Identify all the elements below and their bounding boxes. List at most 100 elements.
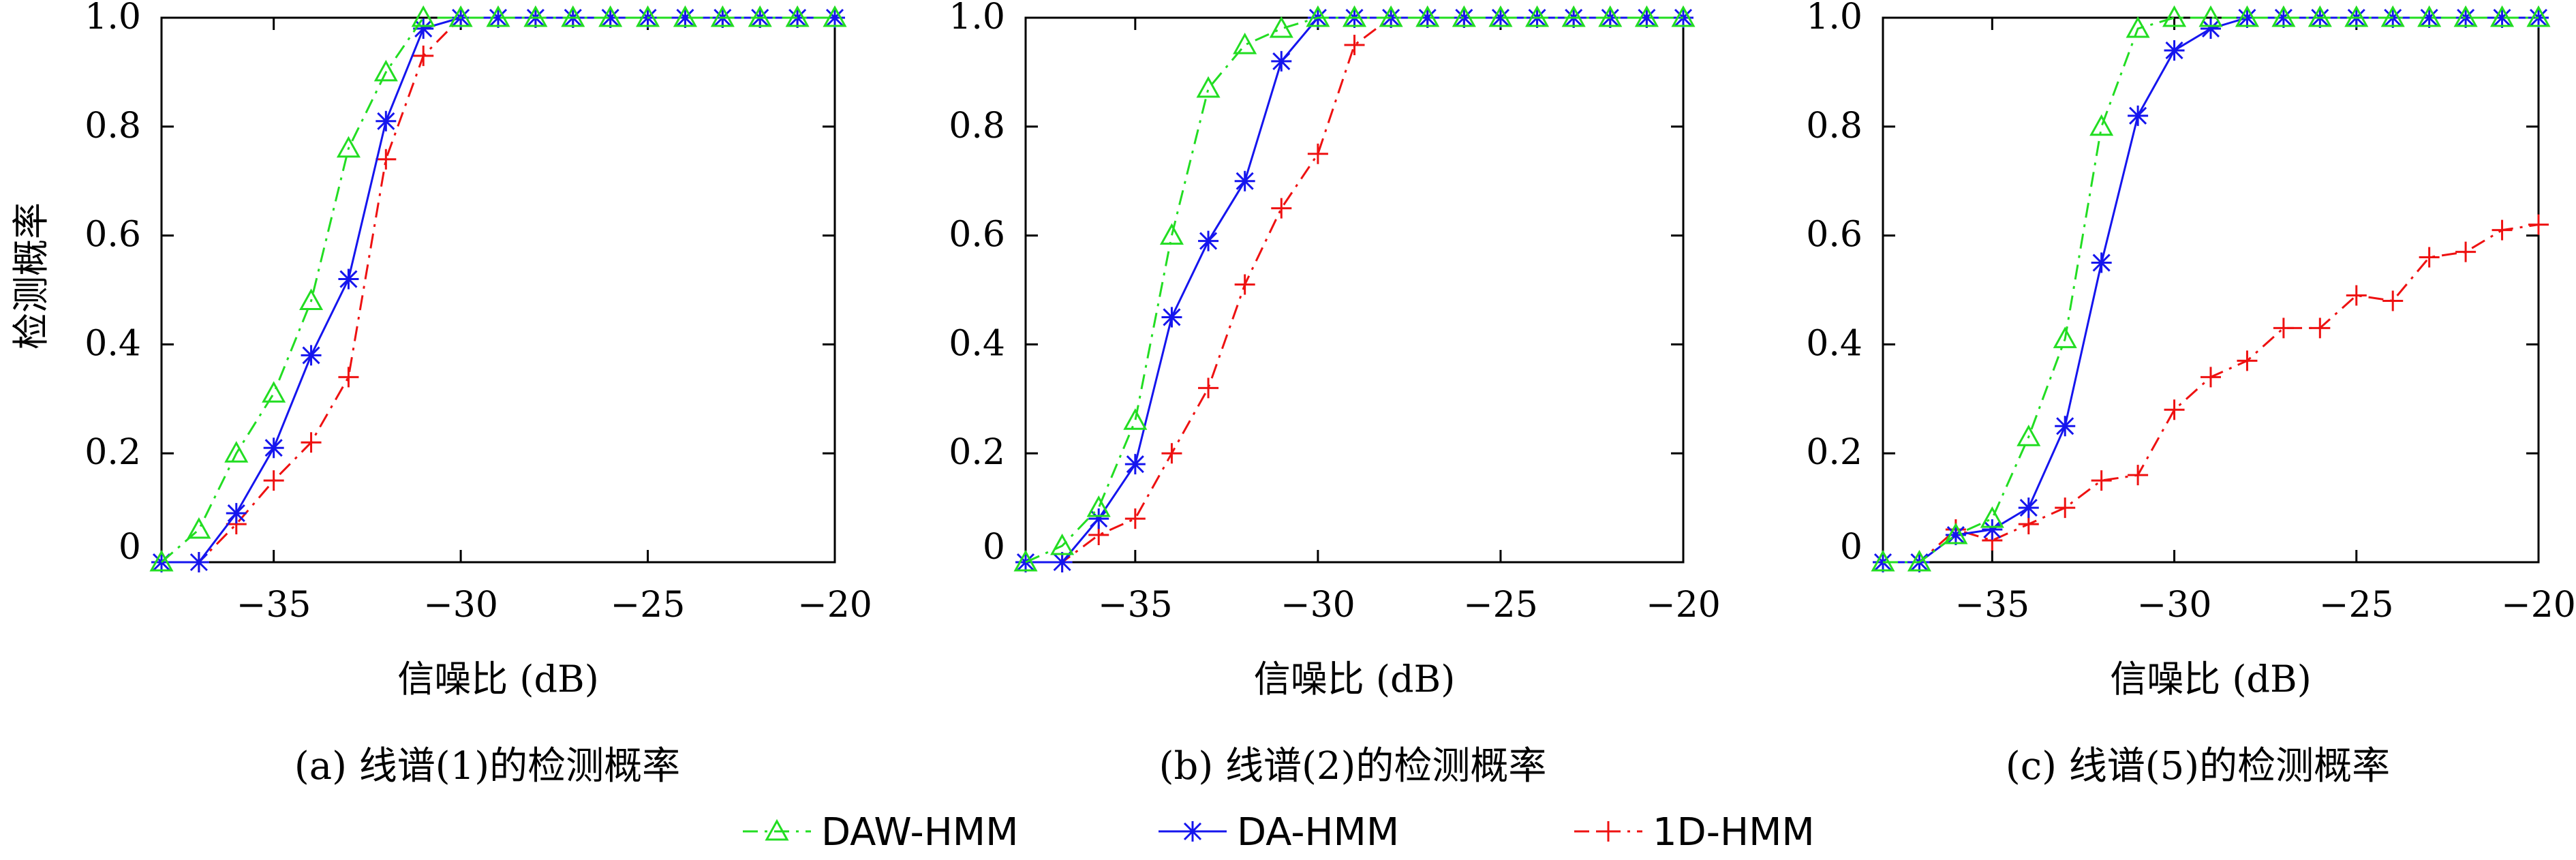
data-point-daw-hmm (636, 5, 660, 27)
data-point-daw-hmm (2017, 425, 2041, 446)
plot-frame (1882, 16, 2540, 564)
data-point-daw-hmm (710, 5, 735, 27)
y-tick-label: 0.8 (1806, 106, 1862, 147)
data-point-daw-hmm (2235, 5, 2259, 27)
plot-frame (160, 16, 836, 564)
data-point-daw-hmm (1196, 76, 1221, 98)
data-point-da-hmm (188, 552, 209, 572)
data-point-da-hmm (2419, 7, 2440, 28)
data-point-daw-hmm (1561, 5, 1586, 27)
data-point-daw-hmm (2490, 5, 2515, 27)
x-tick-label: −20 (1646, 585, 1721, 626)
chart-panel-b: 0 0.2 0.4 0.6 0.8 1.0 −35 −30 −25 −20 信噪比 (dB) (949, 0, 1721, 701)
y-tick-label: 1.0 (1806, 0, 1862, 37)
series-line-daw-hmm (161, 16, 835, 564)
data-point-da-hmm (2455, 7, 2477, 28)
data-point-da-hmm (2164, 40, 2185, 61)
data-point-daw-hmm (2089, 114, 2114, 136)
data-point-daw-hmm (299, 288, 324, 310)
data-point-da-hmm (1124, 454, 1146, 475)
legend-label-1d-hmm: 1D-HMM (1653, 810, 1815, 855)
series-line-daw-hmm (1025, 16, 1683, 564)
x-tick-label: −30 (423, 585, 498, 626)
data-point-daw-hmm (673, 5, 697, 27)
x-tick-label: −30 (1281, 585, 1355, 626)
y-tick-label: 1.0 (85, 0, 141, 37)
data-point-da-hmm (1052, 552, 1073, 572)
data-point-1d-hmm (263, 470, 284, 491)
data-point-daw-hmm (2307, 5, 2332, 27)
x-tick-label: −25 (2319, 585, 2394, 626)
data-point-da-hmm (226, 503, 247, 524)
series-line-1d-hmm (162, 16, 835, 564)
y-tick-label: 0.2 (1806, 432, 1862, 473)
data-point-daw-hmm (2453, 5, 2478, 27)
data-point-daw-hmm (1944, 522, 1968, 544)
y-tick-label: 0 (119, 527, 141, 568)
data-point-daw-hmm (1233, 32, 1257, 55)
data-point-1d-hmm (338, 367, 359, 388)
y-tick-label: 0.2 (85, 432, 141, 473)
data-point-1d-hmm (301, 432, 322, 453)
data-point-1d-hmm (1124, 508, 1146, 529)
data-point-da-hmm (787, 7, 808, 28)
x-tick-label: −25 (1463, 585, 1538, 626)
x-tick-label: −35 (1954, 585, 2029, 626)
y-tick-label: 0.8 (85, 106, 141, 147)
data-point-1d-hmm (2528, 214, 2549, 235)
data-point-daw-hmm (1269, 16, 1293, 38)
data-point-daw-hmm (1123, 408, 1148, 430)
data-point-da-hmm (1417, 7, 1438, 28)
data-point-1d-hmm (2128, 465, 2149, 486)
y-tick-label: 0.8 (949, 106, 1005, 147)
y-tick-label: 0.2 (949, 432, 1005, 473)
data-point-1d-hmm (2491, 219, 2513, 241)
y-tick-label: 0.6 (949, 215, 1005, 256)
data-point-1d-hmm (2055, 497, 2076, 519)
data-point-daw-hmm (187, 517, 211, 539)
data-point-daw-hmm (1086, 495, 1111, 517)
data-point-da-hmm (338, 268, 359, 290)
y-axis-title: 检测概率 (10, 202, 52, 350)
data-point-daw-hmm (2526, 5, 2551, 27)
x-axis-title: 信噪比 (dB) (1254, 658, 1456, 701)
legend-label-da-hmm: DA-HMM (1237, 810, 1399, 855)
caption-a: (a) 线谱(1)的检测概率 (294, 744, 680, 788)
data-point-daw-hmm (1871, 549, 1895, 572)
data-point-daw-hmm (823, 5, 847, 27)
x-tick-label: −25 (611, 585, 686, 626)
x-tick-label: −30 (2137, 585, 2212, 626)
data-point-1d-hmm (413, 45, 434, 66)
legend-marker-daw-hmm (765, 818, 789, 841)
data-point-daw-hmm (224, 441, 249, 463)
data-point-da-hmm (2491, 7, 2513, 28)
legend-label-daw-hmm: DAW-HMM (821, 810, 1018, 855)
data-point-1d-hmm (1234, 274, 1255, 295)
data-point-da-hmm (1161, 307, 1182, 328)
data-point-1d-hmm (2419, 247, 2440, 268)
y-tick-label: 0.4 (1806, 323, 1862, 364)
data-point-1d-hmm (2310, 318, 2331, 339)
data-point-da-hmm (825, 7, 845, 28)
data-point-daw-hmm (1159, 223, 1184, 245)
data-point-da-hmm (2273, 7, 2294, 28)
y-tick-label: 0.6 (85, 215, 141, 256)
caption-b: (b) 线谱(2)的检测概率 (1159, 744, 1547, 788)
data-point-1d-hmm (1344, 34, 1365, 55)
data-point-da-hmm (375, 110, 397, 132)
data-point-da-hmm (1271, 50, 1292, 72)
data-point-da-hmm (1982, 519, 2003, 540)
legend-marker-1d-hmm (1598, 821, 1619, 842)
data-point-1d-hmm (375, 149, 397, 170)
data-point-da-hmm (1673, 7, 1693, 28)
data-point-da-hmm (2128, 105, 2149, 126)
series-line-da-hmm (1026, 16, 1683, 564)
data-point-1d-hmm (2164, 399, 2185, 420)
data-point-daw-hmm (1980, 506, 2004, 528)
data-point-1d-hmm (2273, 318, 2294, 339)
data-point-da-hmm (1454, 7, 1475, 28)
x-tick-label: −35 (236, 585, 311, 626)
data-point-daw-hmm (2417, 5, 2442, 27)
x-tick-label: −20 (2501, 585, 2576, 626)
